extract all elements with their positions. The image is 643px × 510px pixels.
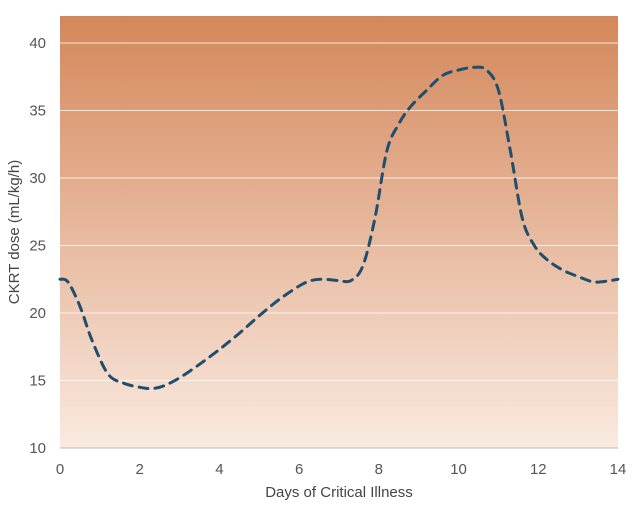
gridlines: [60, 42, 618, 381]
series-layer: [58, 65, 620, 391]
y-tick-label: 30: [29, 170, 46, 187]
y-axis-title: CKRT dose (mL/kg/h): [6, 160, 23, 305]
plot-background: [60, 16, 618, 448]
x-tick-label: 8: [375, 461, 383, 478]
y-tick-label: 10: [29, 440, 46, 457]
x-tick-label: 6: [295, 461, 303, 478]
x-tick-label: 12: [530, 461, 547, 478]
x-tick-label: 0: [56, 461, 64, 478]
y-tick-labels: 10 15 20 25 30 35 40: [29, 35, 46, 457]
x-tick-label: 14: [610, 461, 627, 478]
x-tick-label: 10: [450, 461, 467, 478]
y-tick-label: 15: [29, 373, 46, 390]
y-tick-label: 20: [29, 305, 46, 322]
x-tick-label: 4: [215, 461, 223, 478]
series-line: [58, 65, 620, 391]
y-tick-label: 40: [29, 35, 46, 52]
x-axis-title: Days of Critical Illness: [265, 484, 413, 501]
x-tick-label: 2: [136, 461, 144, 478]
y-tick-label: 35: [29, 103, 46, 120]
x-tick-labels: 0 2 4 6 8 10 12 14: [56, 461, 627, 478]
y-tick-label: 25: [29, 238, 46, 255]
